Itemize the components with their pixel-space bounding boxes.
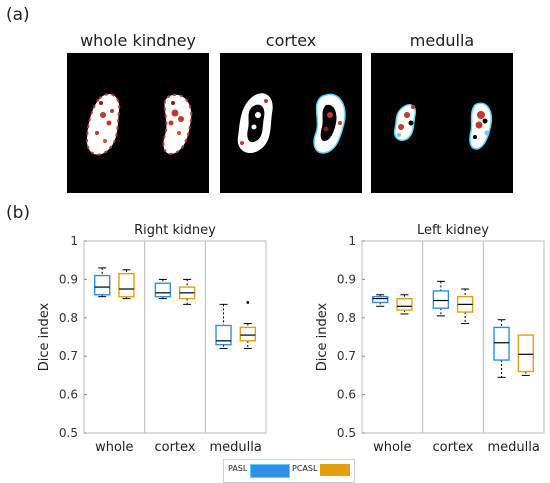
left-y-tick-label: 0.9 [337,272,356,286]
left-category-label: whole [373,440,411,455]
right-pcasl-outlier [246,301,250,304]
right-y-tick-label: 0.7 [59,349,78,363]
right-y-tick-label: 0.9 [59,272,78,286]
left-category-label: medulla [487,440,539,455]
left-plot-frame [361,240,545,434]
right-kidney-cortex [237,93,273,154]
right-kidney-mask [85,93,121,156]
right-category-label: cortex [154,440,195,455]
right-pasl-box [215,324,232,346]
right-kidney-medulla [393,104,417,141]
right-plot-frame [83,240,267,434]
right-pasl-box [154,282,172,298]
right-category-label: whole [95,440,133,455]
kidney-image-medulla [371,53,513,193]
legend-label-pcasl: PCASL [292,464,318,473]
image-title-whole: whole kindney [80,31,196,50]
kidney-image-whole [67,53,209,193]
right-pasl-box [93,274,111,296]
left-pasl-box [493,326,510,361]
box-plot-charts: Right kidney Dice index 0.5 0.6 0.7 0.8 0.9 1 wh… [37,223,545,455]
left-pcasl-box [517,334,534,373]
legend-swatch-pcasl [320,464,350,476]
right-pcasl-box [239,326,257,342]
left-y-axis-label: Dice index [315,302,330,371]
left-kidney-medulla [469,102,493,150]
left-y-tick-label: 0.7 [337,349,356,363]
right-pcasl-box [118,272,135,298]
image-title-medulla: medulla [409,31,475,50]
legend-label-pasl: PASL [228,464,248,473]
left-y-tick-label: 0.8 [337,311,356,325]
left-kidney-mask [162,93,193,155]
right-y-tick-label: 1 [70,234,78,248]
kidney-image-cortex [220,53,362,193]
right-y-tick-label: 0.6 [59,388,78,402]
left-category-label: cortex [432,440,473,455]
right-category-label: medulla [209,440,261,455]
legend-swatch-pasl [250,464,290,478]
left-pcasl-box [396,297,413,311]
legend: PASL PCASL [223,459,355,483]
image-title-cortex: cortex [265,31,317,50]
panel-a-label: (a) [6,5,30,25]
right-y-tick-label: 0.8 [59,311,78,325]
panel-b-label: (b) [6,203,31,223]
left-y-tick-label: 0.6 [337,388,356,402]
right-y-tick-label: 0.5 [59,426,78,440]
left-chart-title: Left kidney [417,223,489,238]
left-pasl-box [432,290,450,309]
left-kidney-cortex [313,93,346,154]
left-y-tick-label: 1 [348,234,356,248]
right-y-axis-label: Dice index [37,302,52,371]
left-y-tick-label: 0.5 [337,426,356,440]
right-chart-title: Right kidney [134,223,216,238]
left-pasl-box [372,295,389,304]
